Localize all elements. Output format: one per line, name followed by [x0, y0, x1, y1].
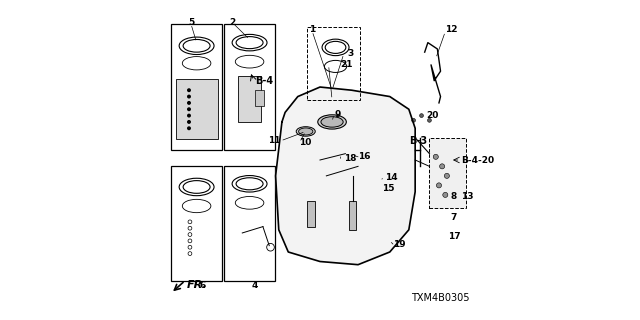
Text: 12: 12 [445, 25, 458, 35]
Text: 18: 18 [344, 154, 356, 163]
Bar [307, 201, 316, 227]
Text: TXM4B0305: TXM4B0305 [411, 293, 469, 303]
Text: 3: 3 [347, 49, 353, 58]
Circle shape [428, 118, 431, 122]
Bar [429, 138, 466, 208]
Circle shape [444, 173, 449, 178]
Text: FR.: FR. [187, 280, 207, 290]
Text: 15: 15 [382, 184, 394, 193]
Text: 6: 6 [200, 281, 205, 290]
Bar [307, 27, 360, 100]
Bar [171, 166, 222, 281]
Ellipse shape [296, 127, 316, 136]
Bar [255, 90, 264, 106]
Text: 8: 8 [450, 192, 456, 201]
Bar [349, 201, 356, 230]
Circle shape [188, 102, 190, 104]
Bar [224, 24, 275, 150]
Ellipse shape [299, 128, 313, 135]
Circle shape [436, 183, 442, 188]
Text: 20: 20 [426, 111, 438, 120]
Text: 17: 17 [449, 232, 461, 241]
Circle shape [188, 114, 190, 117]
Circle shape [188, 95, 190, 98]
Circle shape [188, 127, 190, 130]
Circle shape [433, 154, 438, 159]
Circle shape [188, 108, 190, 110]
Text: B-4-20: B-4-20 [461, 156, 494, 164]
Circle shape [188, 89, 190, 92]
Bar [171, 24, 222, 150]
Text: 4: 4 [252, 281, 258, 290]
Text: 10: 10 [300, 138, 312, 147]
Text: 13: 13 [461, 192, 474, 201]
Text: 21: 21 [340, 60, 353, 69]
Text: 2: 2 [230, 18, 236, 27]
Bar [224, 166, 275, 281]
Text: 9: 9 [334, 109, 340, 118]
Circle shape [440, 164, 445, 169]
Text: 11: 11 [268, 136, 280, 146]
Text: 19: 19 [393, 240, 406, 249]
Text: B-3: B-3 [409, 136, 427, 146]
Circle shape [443, 192, 448, 197]
Circle shape [420, 114, 424, 117]
Text: 16: 16 [358, 152, 371, 161]
Ellipse shape [318, 115, 346, 129]
Bar [175, 79, 218, 140]
Circle shape [188, 121, 190, 123]
Polygon shape [276, 87, 415, 265]
Text: 1: 1 [309, 25, 315, 35]
Text: 14: 14 [385, 173, 397, 182]
Text: 7: 7 [450, 212, 456, 222]
Text: B-4: B-4 [255, 76, 273, 86]
Bar [237, 76, 261, 122]
Circle shape [412, 118, 415, 122]
Text: 5: 5 [188, 18, 194, 27]
Ellipse shape [321, 117, 343, 127]
